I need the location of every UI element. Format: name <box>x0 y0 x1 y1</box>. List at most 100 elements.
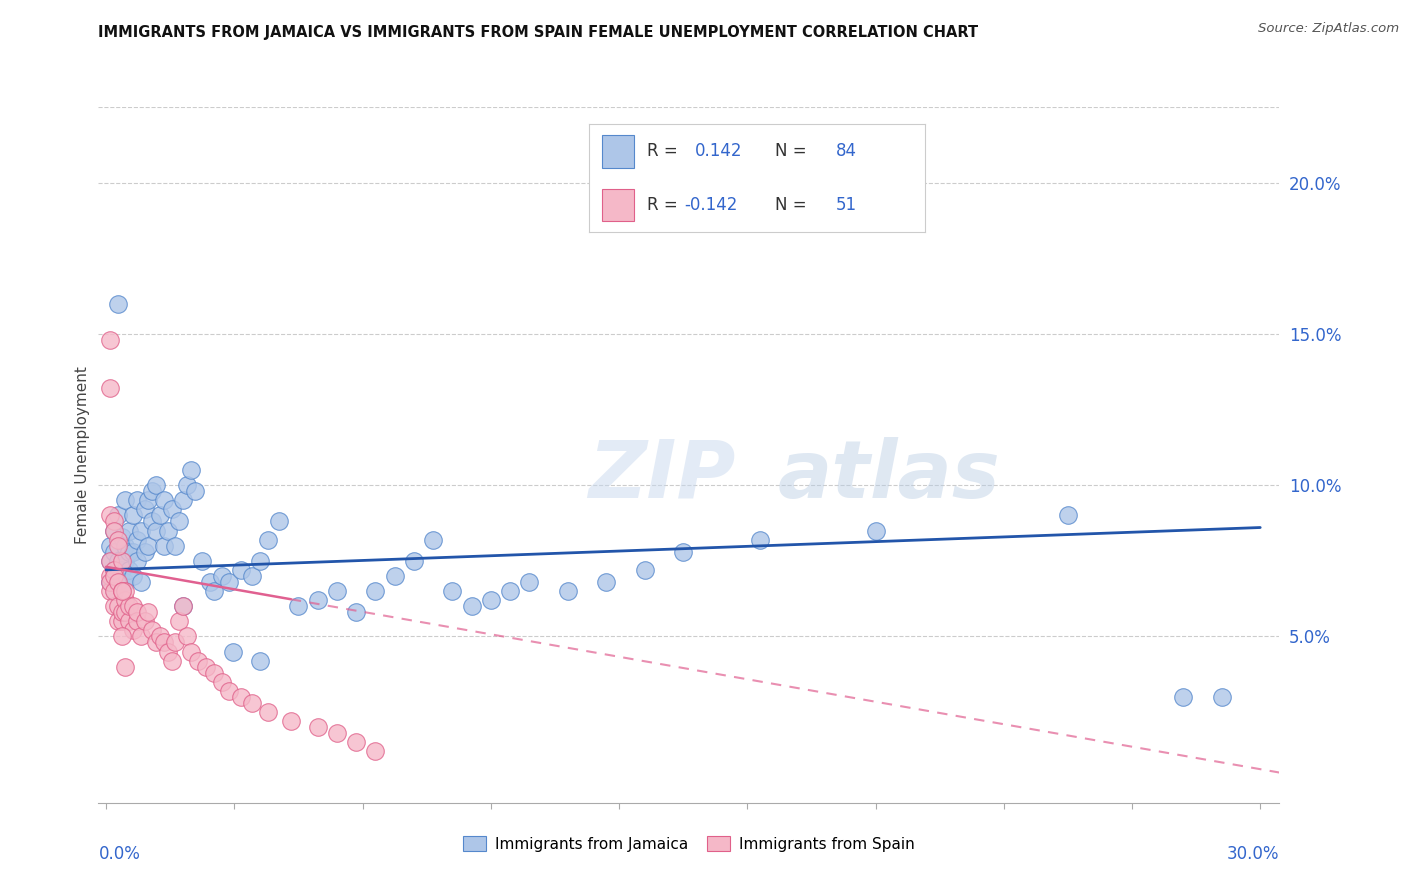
Point <box>107 574 129 589</box>
Point <box>249 654 271 668</box>
Point <box>98 584 121 599</box>
Point <box>125 554 148 568</box>
Point <box>269 515 291 529</box>
Text: IMMIGRANTS FROM JAMAICA VS IMMIGRANTS FROM SPAIN FEMALE UNEMPLOYMENT CORRELATION: IMMIGRANTS FROM JAMAICA VS IMMIGRANTS FR… <box>98 25 979 40</box>
Point <box>187 654 209 668</box>
Point <box>256 533 278 547</box>
Point <box>172 599 194 614</box>
Point <box>344 735 367 749</box>
Point <box>134 502 156 516</box>
Point <box>107 574 129 589</box>
Point <box>98 539 121 553</box>
Point <box>114 574 136 589</box>
Point <box>422 533 444 547</box>
Point <box>114 659 136 673</box>
Point <box>165 539 187 553</box>
Point <box>110 563 132 577</box>
Point <box>103 563 125 577</box>
Point <box>167 515 190 529</box>
Point <box>138 539 160 553</box>
Point <box>107 554 129 568</box>
Point <box>138 605 160 619</box>
Point <box>141 515 163 529</box>
Point <box>1057 508 1080 523</box>
Point <box>145 635 167 649</box>
Point <box>103 524 125 538</box>
Point <box>122 599 145 614</box>
Point <box>229 563 252 577</box>
Point <box>364 744 387 758</box>
Point <box>134 615 156 629</box>
Point <box>165 635 187 649</box>
Point <box>118 599 141 614</box>
Point <box>110 574 132 589</box>
Point <box>141 484 163 499</box>
Point <box>176 478 198 492</box>
Point <box>114 593 136 607</box>
Point <box>149 629 172 643</box>
Point <box>110 615 132 629</box>
Point <box>103 599 125 614</box>
Point <box>98 381 121 395</box>
Point <box>110 584 132 599</box>
Point <box>145 478 167 492</box>
Point <box>153 539 176 553</box>
Point <box>307 593 329 607</box>
Point <box>218 684 240 698</box>
Point <box>256 705 278 719</box>
Point <box>195 659 218 673</box>
Point <box>160 502 183 516</box>
Point <box>176 629 198 643</box>
Point <box>172 599 194 614</box>
Point <box>107 539 129 553</box>
Point <box>122 624 145 638</box>
Point <box>110 605 132 619</box>
Point <box>402 554 425 568</box>
Point <box>218 574 240 589</box>
Point <box>240 569 263 583</box>
Point <box>141 624 163 638</box>
Text: ZIP: ZIP <box>589 437 735 515</box>
Point <box>326 584 349 599</box>
Point <box>118 615 141 629</box>
Point <box>107 599 129 614</box>
Point <box>1173 690 1195 704</box>
Point <box>517 574 540 589</box>
Point <box>103 584 125 599</box>
Point <box>134 545 156 559</box>
Point <box>222 644 245 658</box>
Point <box>240 696 263 710</box>
Point <box>125 493 148 508</box>
Point <box>557 584 579 599</box>
Legend: Immigrants from Jamaica, Immigrants from Spain: Immigrants from Jamaica, Immigrants from… <box>457 830 921 858</box>
Point <box>129 574 152 589</box>
Point <box>114 554 136 568</box>
Point <box>202 584 225 599</box>
Point <box>180 644 202 658</box>
Point <box>98 554 121 568</box>
Text: 0.0%: 0.0% <box>98 845 141 863</box>
Point <box>129 629 152 643</box>
Point <box>153 493 176 508</box>
Point <box>307 720 329 734</box>
Point <box>211 674 233 689</box>
Point <box>118 563 141 577</box>
Point <box>125 615 148 629</box>
Point <box>229 690 252 704</box>
Point <box>107 615 129 629</box>
Point <box>344 605 367 619</box>
Point <box>122 569 145 583</box>
Point <box>98 508 121 523</box>
Point <box>98 333 121 347</box>
Point <box>110 554 132 568</box>
Point <box>110 584 132 599</box>
Point <box>865 524 887 538</box>
Point <box>129 524 152 538</box>
Point <box>384 569 406 583</box>
Text: Source: ZipAtlas.com: Source: ZipAtlas.com <box>1258 22 1399 36</box>
Point <box>364 584 387 599</box>
Point <box>153 635 176 649</box>
Point <box>198 574 221 589</box>
Point <box>145 524 167 538</box>
Point <box>249 554 271 568</box>
